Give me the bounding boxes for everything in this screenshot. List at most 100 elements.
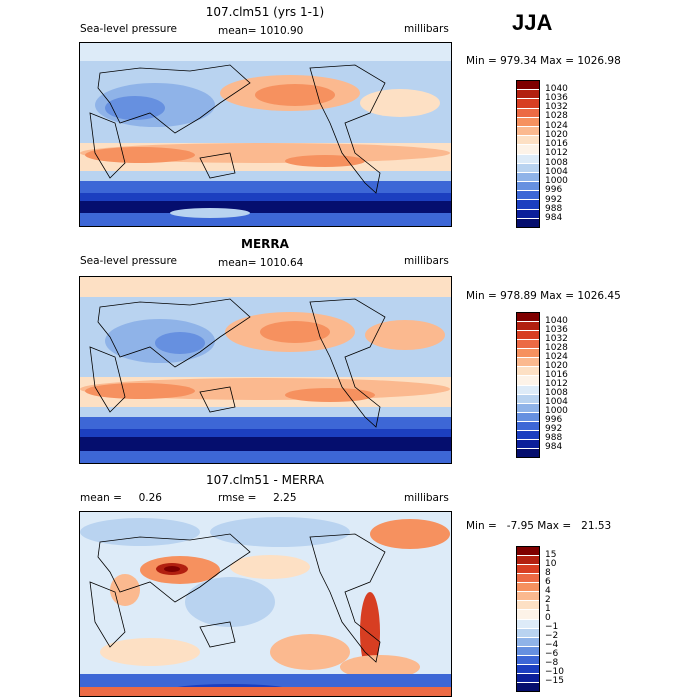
cb-label: −4	[545, 640, 559, 650]
colorbar-swatch	[517, 367, 539, 377]
cb-label: 1004	[545, 167, 568, 177]
cb-label: 15	[545, 550, 557, 560]
cb-label: 996	[545, 185, 563, 195]
colorbar-swatch	[517, 376, 539, 386]
colorbar-swatch	[517, 313, 539, 323]
colorbar-swatch	[517, 664, 539, 674]
colorbar-swatch	[517, 403, 539, 413]
panel2-minmax: Min = 978.89 Max = 1026.45	[466, 290, 621, 302]
cb-label: 984	[545, 213, 563, 223]
panel3-colorbar-labels: 15 10 8 6 4 2 1 0 −1 −2 −4 −6 −8 −10 −15	[545, 546, 585, 692]
cb-label: 1036	[545, 93, 568, 103]
colorbar-swatch	[517, 619, 539, 629]
colorbar-swatch	[517, 90, 539, 100]
panel2-variable-label: Sea-level pressure	[80, 255, 178, 267]
colorbar-swatch	[517, 637, 539, 647]
panel3-colorbar-swatches	[517, 547, 539, 691]
panel1-colorbar-swatches	[517, 81, 539, 227]
cb-label: 1016	[545, 370, 568, 380]
colorbar-swatch	[517, 592, 539, 602]
colorbar-swatch	[517, 331, 539, 341]
cb-label: −8	[545, 658, 559, 668]
panel3-map	[79, 511, 452, 697]
panel2-colorbar-labels: 1040 1036 1032 1028 1024 1020 1016 1012 …	[545, 312, 585, 458]
colorbar-swatch	[517, 673, 539, 683]
cb-label: 984	[545, 442, 563, 452]
colorbar-swatch	[517, 574, 539, 584]
colorbar-swatch	[517, 218, 539, 227]
colorbar-swatch	[517, 191, 539, 201]
panel2-map	[79, 276, 452, 464]
cb-label: 1028	[545, 111, 568, 121]
cb-label: 1032	[545, 102, 568, 112]
panel3-minmax: Min = -7.95 Max = 21.53	[466, 520, 612, 532]
colorbar-swatch	[517, 200, 539, 210]
season-label: JJA	[512, 10, 553, 35]
panel3-rmse-label: rmse = 2.25	[218, 492, 297, 504]
panel1-colorbar-labels: 1040 1036 1032 1028 1024 1020 1016 1012 …	[545, 80, 585, 228]
panel1-minmax: Min = 979.34 Max = 1026.98	[466, 55, 621, 67]
cb-label: 2	[545, 595, 551, 605]
panel2-title: MERRA	[241, 237, 289, 251]
cb-label: −2	[545, 631, 559, 641]
colorbar-swatch	[517, 182, 539, 192]
colorbar-swatch	[517, 610, 539, 620]
colorbar-swatch	[517, 565, 539, 575]
panel1-units-label: millibars	[404, 23, 449, 35]
panel1-title: 107.clm51 (yrs 1-1)	[205, 5, 325, 19]
colorbar-swatch	[517, 556, 539, 566]
cb-label: 1012	[545, 379, 568, 389]
cb-label: 1016	[545, 139, 568, 149]
cb-label: 988	[545, 204, 563, 214]
colorbar-swatch	[517, 547, 539, 557]
colorbar-swatch	[517, 394, 539, 404]
colorbar-swatch	[517, 145, 539, 155]
cb-label: 996	[545, 415, 563, 425]
panel2-colorbar-swatches	[517, 313, 539, 457]
panel1-variable-label: Sea-level pressure	[80, 23, 178, 35]
panel1-mean-label: mean= 1010.90	[218, 25, 304, 37]
colorbar-swatch	[517, 601, 539, 611]
cb-label: 988	[545, 433, 563, 443]
cb-label: 1	[545, 604, 551, 614]
panel1-colorbar	[516, 80, 540, 228]
colorbar-swatch	[517, 117, 539, 127]
colorbar-swatch	[517, 682, 539, 691]
cb-label: 1008	[545, 158, 568, 168]
colorbar-swatch	[517, 421, 539, 431]
panel1-map	[79, 42, 452, 227]
cb-label: 0	[545, 613, 551, 623]
panel3-title: 107.clm51 - MERRA	[206, 473, 324, 487]
colorbar-swatch	[517, 99, 539, 109]
cb-label: 1012	[545, 148, 568, 158]
colorbar-swatch	[517, 430, 539, 440]
colorbar-swatch	[517, 439, 539, 449]
panel3-units-label: millibars	[404, 492, 449, 504]
panel3-colorbar	[516, 546, 540, 692]
cb-label: 1032	[545, 334, 568, 344]
cb-label: 4	[545, 586, 551, 596]
cb-label: 1024	[545, 352, 568, 362]
panel3-mean-label: mean = 0.26	[80, 492, 162, 504]
colorbar-swatch	[517, 154, 539, 164]
colorbar-swatch	[517, 385, 539, 395]
cb-label: 1000	[545, 406, 568, 416]
cb-label: 992	[545, 424, 563, 434]
colorbar-swatch	[517, 340, 539, 350]
panel2-mean-label: mean= 1010.64	[218, 257, 304, 269]
panel2-colorbar	[516, 312, 540, 458]
colorbar-swatch	[517, 81, 539, 91]
colorbar-swatch	[517, 163, 539, 173]
cb-label: 1008	[545, 388, 568, 398]
cb-label: −1	[545, 622, 559, 632]
cb-label: 1000	[545, 176, 568, 186]
cb-label: 1036	[545, 325, 568, 335]
cb-label: −15	[545, 676, 564, 686]
colorbar-swatch	[517, 583, 539, 593]
cb-label: −10	[545, 667, 564, 677]
cb-label: 1040	[545, 316, 568, 326]
cb-label: 992	[545, 195, 563, 205]
colorbar-swatch	[517, 448, 539, 457]
cb-label: 1020	[545, 361, 568, 371]
colorbar-swatch	[517, 108, 539, 118]
